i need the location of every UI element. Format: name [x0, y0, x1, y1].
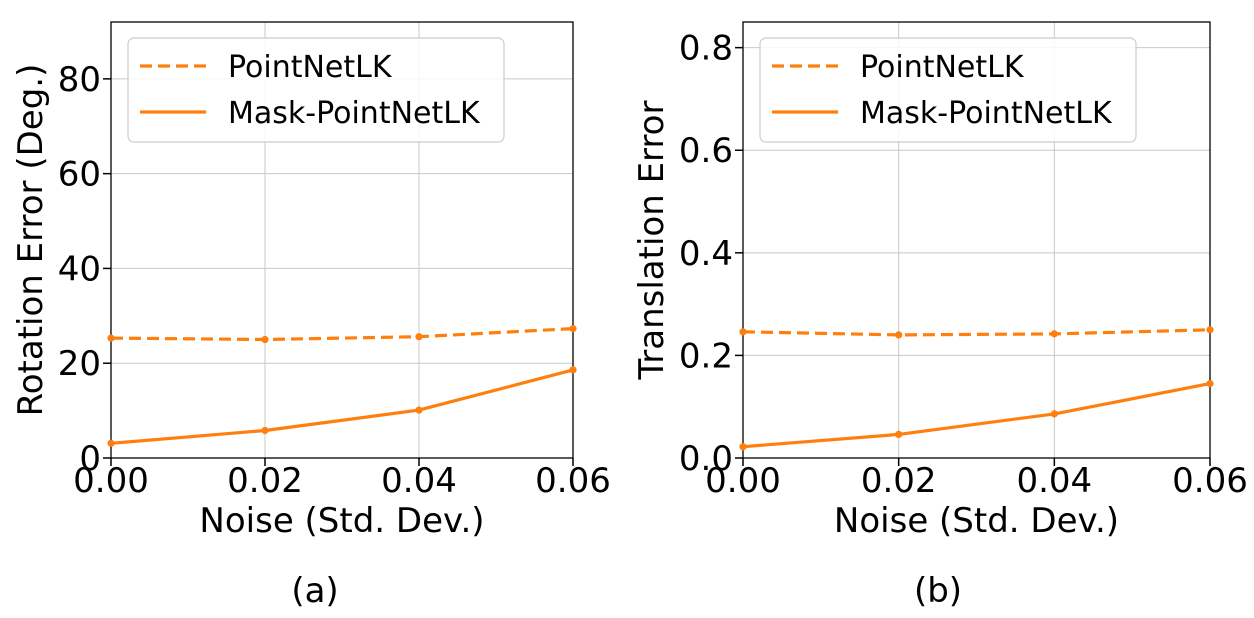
- legend: PointNetLK Mask-PointNetLK: [759, 37, 1137, 143]
- y-tick-label: 0.6: [679, 131, 733, 171]
- plot-frame: [110, 21, 574, 459]
- data-point-mask-pointnetlk: [261, 426, 269, 435]
- x-tick-label: 0.06: [1172, 461, 1248, 501]
- data-point-mask-pointnetlk: [107, 439, 115, 447]
- legend-label-pointnetlk: PointNetLK: [228, 50, 393, 85]
- data-point-pointnetlk: [1206, 326, 1214, 334]
- series-line-mask-pointnetlk: [742, 382, 1211, 449]
- panel-label: (a): [291, 571, 338, 611]
- legend-label-pointnetlk: PointNetLK: [860, 50, 1025, 85]
- legend-label-mask-pointnetlk: Mask-PointNetLK: [860, 96, 1113, 131]
- y-tick-label: 60: [58, 155, 101, 195]
- x-tick-label: 0.02: [861, 461, 937, 501]
- data-point-pointnetlk: [107, 334, 115, 342]
- data-point-pointnetlk: [261, 335, 269, 344]
- data-point-pointnetlk: [569, 325, 577, 333]
- data-point-pointnetlk: [739, 328, 747, 336]
- series-line-pointnetlk: [742, 328, 1211, 337]
- data-point-pointnetlk: [415, 333, 423, 341]
- y-axis-label: Rotation Error (Deg.): [11, 64, 51, 417]
- data-point-mask-pointnetlk: [569, 366, 577, 374]
- chart-panel-b: 0.00 0.02 0.04 0.06 0.0 0.2 0.4 0.6 0.8 Noise (St…: [632, 21, 1248, 611]
- y-tick-label: 0.2: [679, 336, 733, 376]
- data-point-mask-pointnetlk: [1206, 380, 1214, 388]
- x-axis-label: Noise (Std. Dev.): [199, 501, 484, 541]
- y-tick-label: 0: [79, 439, 101, 479]
- data-point-mask-pointnetlk: [739, 443, 747, 451]
- legend-box: [759, 37, 1137, 143]
- y-tick-label: 80: [58, 60, 101, 100]
- x-tick-label: 0.00: [73, 461, 149, 501]
- x-tick-label: 0.06: [535, 461, 611, 501]
- x-tick-label: 0.04: [381, 461, 457, 501]
- x-tick-label: 0.02: [227, 461, 303, 501]
- legend: PointNetLK Mask-PointNetLK: [127, 37, 505, 143]
- x-tick-label: 0.00: [705, 461, 781, 501]
- y-axis-label: Translation Error: [632, 101, 672, 381]
- data-point-mask-pointnetlk: [895, 430, 903, 439]
- legend-box: [127, 37, 505, 143]
- chart-panel-a: 0.00 0.02 0.04 0.06 0 20 40 60 80 Noise (Std. Dev…: [11, 21, 611, 611]
- panel-label: (b): [914, 571, 962, 611]
- legend-label-mask-pointnetlk: Mask-PointNetLK: [228, 96, 481, 131]
- x-axis-label: Noise (Std. Dev.): [834, 501, 1119, 541]
- y-tick-label: 20: [58, 344, 101, 384]
- data-point-mask-pointnetlk: [415, 406, 423, 414]
- x-tick-label: 0.04: [1016, 461, 1092, 501]
- plot-frame: [742, 21, 1211, 459]
- y-tick-label: 0.4: [679, 234, 733, 274]
- series-line-mask-pointnetlk: [110, 368, 574, 445]
- y-tick-label: 0.0: [679, 439, 733, 479]
- data-point-pointnetlk: [1050, 330, 1058, 338]
- data-point-mask-pointnetlk: [1050, 410, 1058, 418]
- y-tick-label: 0.8: [679, 29, 733, 69]
- y-tick-label: 40: [58, 249, 101, 289]
- series-line-pointnetlk: [110, 327, 574, 342]
- data-point-pointnetlk: [895, 331, 903, 339]
